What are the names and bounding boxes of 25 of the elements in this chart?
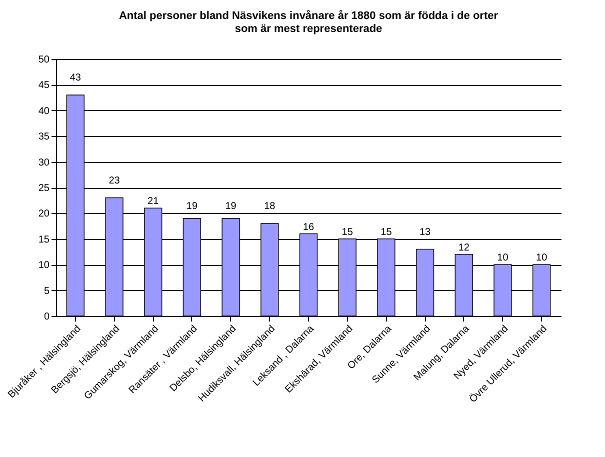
data-label: 21 <box>148 196 160 208</box>
data-label: 43 <box>70 72 82 84</box>
data-label: 10 <box>497 252 509 264</box>
data-label: 10 <box>536 252 548 264</box>
y-tick-label: 0 <box>44 312 50 322</box>
y-tick-label: 40 <box>38 106 50 117</box>
y-tick-label: 30 <box>38 157 50 168</box>
y-tick-label: 50 <box>38 54 50 66</box>
data-label: 19 <box>225 201 237 212</box>
y-tick-label: 15 <box>38 234 50 246</box>
data-label: 12 <box>458 242 470 254</box>
y-tick-label: 10 <box>38 260 50 272</box>
chart-title: Antal personer bland Näsvikens invånare år 1880 som är födda i de orter som är mest representerade <box>118 9 499 35</box>
data-label: 13 <box>419 226 432 238</box>
data-label: 23 <box>108 176 120 186</box>
y-tick-label: 20 <box>38 208 50 220</box>
y-tick-label: 45 <box>38 80 50 92</box>
data-label: 18 <box>264 201 276 212</box>
y-tick-label: 35 <box>38 132 50 143</box>
data-label: 16 <box>302 222 314 233</box>
data-label: 15 <box>380 226 392 238</box>
y-tick-label: 5 <box>44 286 50 297</box>
y-tick-label: 25 <box>38 183 50 194</box>
data-label: 15 <box>342 226 354 238</box>
data-label: 19 <box>186 201 198 212</box>
